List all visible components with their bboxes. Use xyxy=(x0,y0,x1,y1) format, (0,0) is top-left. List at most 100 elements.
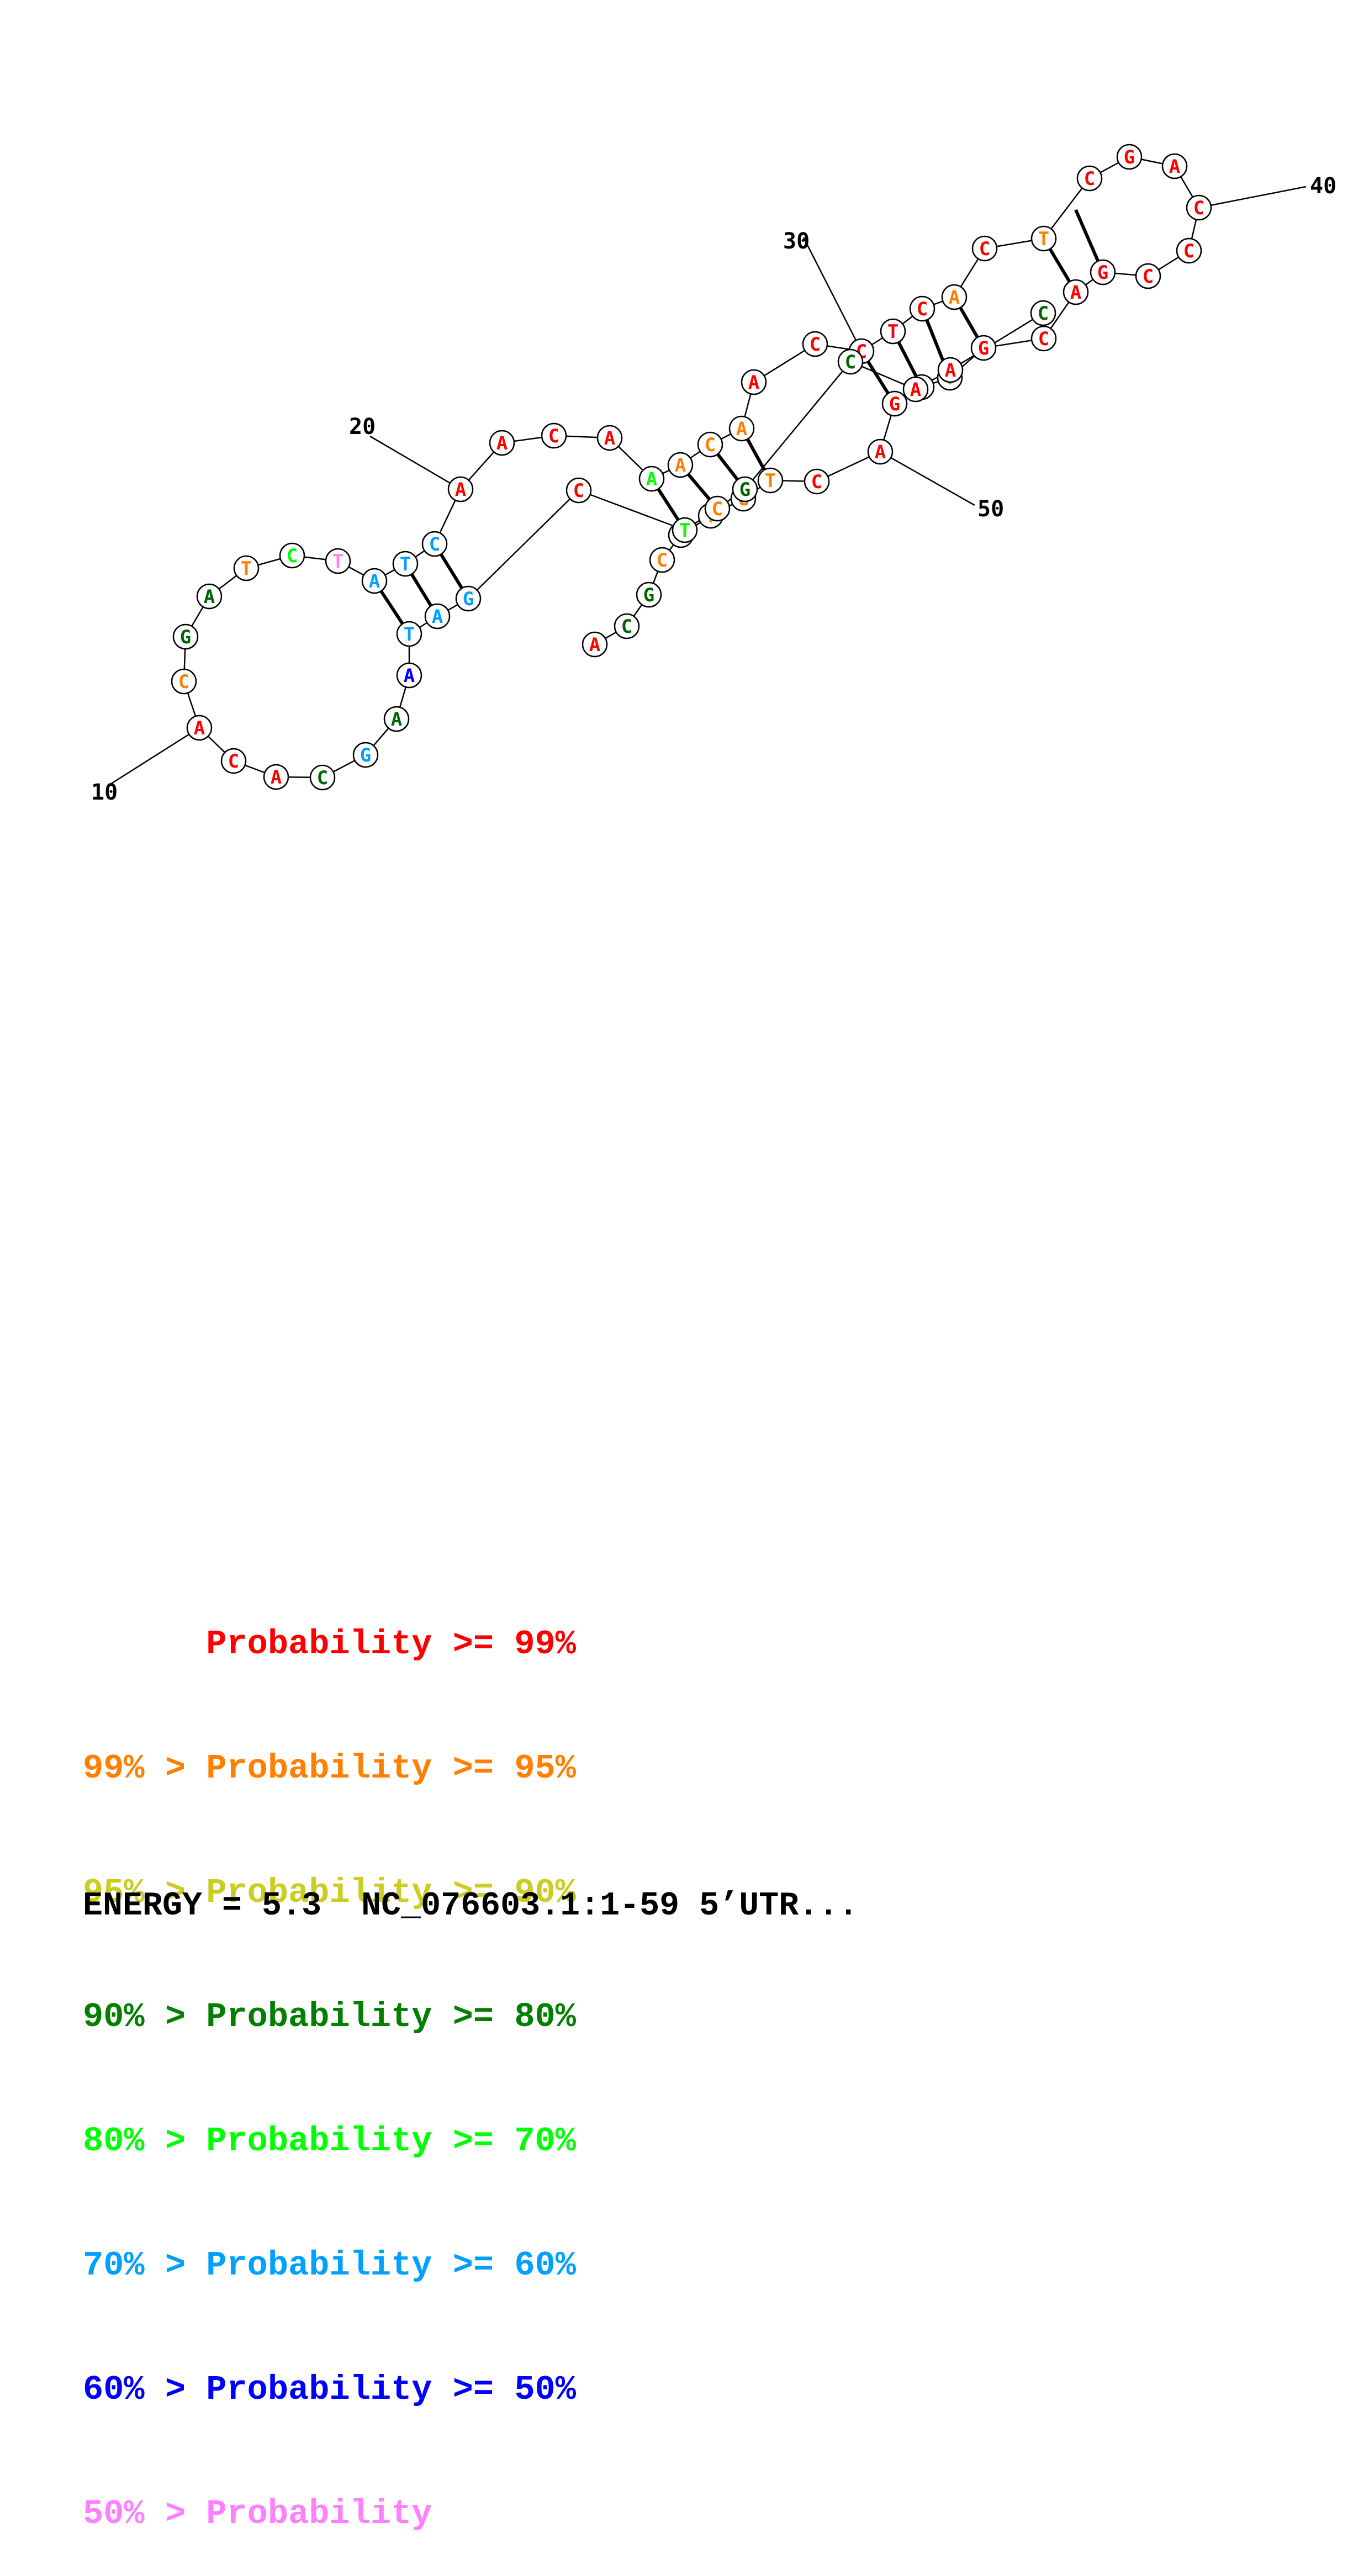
legend-row: 80% > Probability >= 70% xyxy=(83,2120,576,2162)
nucleotide: T xyxy=(233,555,260,581)
nucleotide-circle xyxy=(937,357,964,383)
nucleotide-base: A xyxy=(391,708,402,731)
nucleotide-base: G xyxy=(1124,146,1135,168)
nucleotide-circle xyxy=(325,548,351,574)
nucleotide-base: G xyxy=(739,479,750,501)
nucleotide: C xyxy=(1186,194,1212,221)
nucleotide: C xyxy=(804,468,830,495)
nucleotide-circle xyxy=(757,467,784,494)
nucleotide-base: C xyxy=(228,750,239,773)
probability-legend: Probability >= 99% 99% > Probability >= … xyxy=(83,1541,576,2576)
nucleotide-base: C xyxy=(845,351,856,373)
legend-entry-50: 60% > Probability >= 50% xyxy=(83,2370,576,2409)
nucleotide-circle xyxy=(361,568,388,594)
nucleotide: A xyxy=(941,284,968,310)
nucleotide: A xyxy=(937,357,964,383)
nucleotide: A xyxy=(489,430,515,456)
nucleotide: G xyxy=(636,581,662,608)
nucleotide-circle xyxy=(171,668,197,695)
legend-entry-95: 99% > Probability >= 95% xyxy=(83,1749,576,1788)
nucleotide-base: A xyxy=(1070,282,1081,304)
nucleotide: T xyxy=(396,621,422,647)
nucleotide-base: T xyxy=(679,520,690,542)
legend-entry-80: 90% > Probability >= 80% xyxy=(83,1997,576,2037)
nucleotide-base: A xyxy=(949,287,960,309)
position-ticks: 10 20 30 40 50 xyxy=(91,173,1336,805)
legend-row: 50% > Probability xyxy=(83,2493,576,2535)
nucleotide-base: C xyxy=(429,533,440,556)
nucleotide-circle xyxy=(1116,144,1143,170)
position-tick xyxy=(369,435,461,490)
nucleotide-circle xyxy=(649,547,675,573)
nucleotide: T xyxy=(757,467,784,494)
nucleotide: A xyxy=(867,438,894,465)
nucleotide-base: A xyxy=(432,606,443,628)
nucleotide-circle xyxy=(596,425,623,451)
nucleotide-circle xyxy=(421,531,448,557)
nucleotide-base: A xyxy=(748,372,759,394)
nucleotide: G xyxy=(455,585,482,612)
nucleotide-base: C xyxy=(317,767,328,789)
nucleotide-circle xyxy=(233,555,260,581)
nucleotide-circle xyxy=(880,318,906,345)
nucleotide-base: A xyxy=(910,379,921,401)
nucleotide-circle xyxy=(186,715,213,741)
position-tick xyxy=(110,727,200,785)
legend-entry-below-50: 50% > Probability xyxy=(83,2494,432,2533)
nucleotide-circle xyxy=(392,551,419,577)
legend-row: Probability >= 99% xyxy=(83,1623,576,1665)
nucleotide-base: C xyxy=(1143,266,1154,288)
position-tick xyxy=(802,237,863,352)
nucleotide-circle xyxy=(1063,279,1089,305)
nucleotide: G xyxy=(970,335,997,361)
nucleotide-base: A xyxy=(455,479,466,501)
nucleotide: C xyxy=(279,542,305,569)
nucleotide-circle xyxy=(447,476,474,502)
nucleotide-base: A xyxy=(204,586,215,608)
legend-row: 95% > Probability >= 90% xyxy=(83,1872,576,1913)
nucleotide-base: A xyxy=(646,468,657,490)
nucleotide: G xyxy=(1090,259,1116,285)
nucleotide: C xyxy=(704,495,731,522)
legend-row: 99% > Probability >= 95% xyxy=(83,1748,576,1789)
nucleotide-circle xyxy=(732,476,758,502)
nucleotide-circle xyxy=(196,583,223,610)
nucleotide: T xyxy=(880,318,906,345)
nucleotide-base: C xyxy=(287,545,298,567)
nucleotide: A xyxy=(1063,279,1089,305)
nucleotide-base: G xyxy=(463,588,474,610)
nucleotide-circle xyxy=(1176,237,1202,264)
nucleotide-circle xyxy=(1030,300,1056,326)
nucleotide-base: A xyxy=(404,665,415,687)
nucleotide: C xyxy=(649,547,675,573)
nucleotide-base: C xyxy=(178,671,189,693)
nucleotide: G xyxy=(172,623,199,650)
nucleotide-base: C xyxy=(657,549,668,572)
nucleotide: C xyxy=(614,613,640,639)
nucleotide-circle xyxy=(489,430,515,456)
nucleotide: A xyxy=(263,764,289,790)
nucleotide-base: A xyxy=(604,427,615,449)
nucleotide: C xyxy=(541,422,567,449)
nucleotide-circle xyxy=(279,542,305,569)
nucleotide-base: T xyxy=(765,470,776,492)
nucleotide-circle xyxy=(638,466,665,492)
nucleotide-base: C xyxy=(917,298,928,320)
nucleotide: C xyxy=(1135,263,1161,289)
nucleotide-base: A xyxy=(589,634,600,656)
nucleotide-base: C xyxy=(810,334,821,356)
nucleotide-base: G xyxy=(180,626,191,648)
position-label: 20 xyxy=(349,414,376,440)
nucleotide: C xyxy=(802,331,828,357)
nucleotide-circle xyxy=(971,235,998,262)
nucleotide-base: T xyxy=(887,321,898,343)
nucleotide-circle xyxy=(636,581,662,608)
nucleotide: A xyxy=(383,706,410,732)
nucleotide-circle xyxy=(881,390,908,417)
nucleotide: A xyxy=(582,631,608,658)
nucleotide-circle xyxy=(867,438,894,465)
nucleotide-base: G xyxy=(1097,262,1108,284)
nucleotide-base: C xyxy=(705,434,716,456)
nucleotide: T xyxy=(325,548,351,574)
nucleotide-circle xyxy=(902,376,929,403)
